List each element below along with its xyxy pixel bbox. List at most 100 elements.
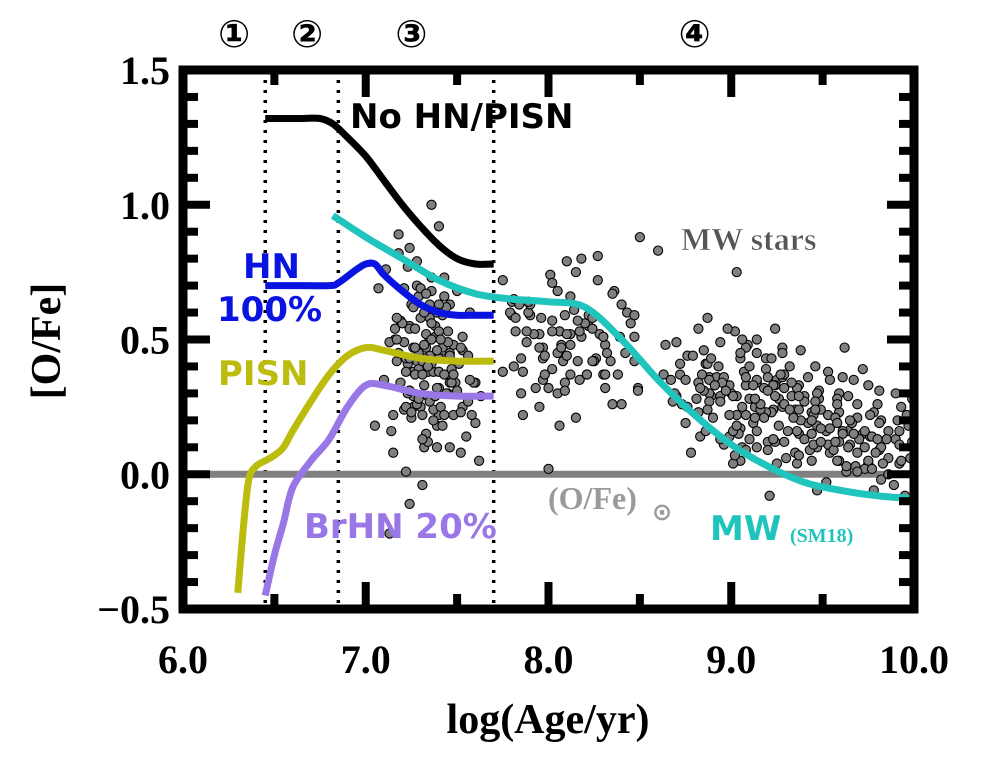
series-label-brhn: BrHN 20%: [304, 507, 497, 547]
star-point: [572, 315, 583, 326]
y-tick-label: 1.0: [120, 183, 170, 228]
star-point: [612, 369, 624, 380]
star-point: [409, 342, 421, 353]
star-point: [784, 404, 795, 415]
star-point: [404, 498, 415, 510]
star-point: [875, 474, 887, 485]
x-tick-label: 8.0: [524, 637, 574, 682]
star-point: [722, 323, 733, 334]
star-point: [660, 339, 671, 351]
star-point: [859, 442, 870, 453]
star-point: [570, 266, 582, 278]
star-point: [587, 323, 598, 334]
star-point: [793, 404, 805, 415]
star-point: [751, 334, 762, 345]
star-point: [872, 434, 883, 445]
star-point: [417, 434, 428, 445]
star-point: [731, 420, 742, 431]
star-point: [417, 409, 428, 421]
star-point: [607, 399, 618, 410]
star-point: [461, 431, 472, 442]
star-point: [665, 374, 677, 386]
star-point: [419, 339, 430, 351]
star-point: [715, 337, 726, 348]
star-point: [749, 393, 761, 404]
star-point: [839, 342, 850, 353]
star-point: [444, 442, 455, 453]
star-point: [748, 380, 759, 391]
star-point: [888, 479, 900, 491]
star-point: [890, 388, 901, 399]
star-point: [565, 339, 576, 351]
star-point: [534, 342, 545, 353]
star-point: [779, 436, 790, 448]
star-point: [786, 377, 797, 388]
series-label-hn-percent: 100%: [217, 290, 322, 330]
star-point: [715, 396, 726, 407]
star-point: [793, 390, 805, 402]
star-point: [547, 277, 558, 289]
star-point: [517, 409, 529, 421]
axis-tick-labels: 6.0 7.0 8.0 9.0 10.0 1.5 1.0 0.5 0.0 −0.5: [97, 48, 949, 682]
star-point: [799, 434, 810, 445]
star-point: [530, 382, 541, 394]
star-point: [439, 409, 450, 421]
star-point: [543, 463, 554, 475]
star-point: [536, 312, 547, 324]
star-point: [806, 428, 817, 439]
star-point: [674, 358, 686, 369]
star-point: [592, 250, 603, 262]
star-point: [534, 401, 545, 413]
star-point: [769, 323, 781, 334]
star-point: [832, 455, 843, 466]
series-label-mw-sub: (SM18): [790, 525, 853, 547]
curve-mw: [330, 212, 915, 502]
star-point: [629, 331, 640, 342]
star-point: [455, 407, 466, 418]
star-point: [764, 490, 775, 501]
star-point: [658, 369, 669, 380]
star-point: [388, 447, 399, 458]
star-point: [864, 409, 876, 421]
phase-label-1: ①: [218, 12, 250, 56]
star-point: [691, 393, 702, 404]
star-point: [740, 372, 752, 383]
star-point: [539, 369, 550, 380]
scatter-label: MW stars: [681, 221, 816, 257]
star-point: [709, 380, 720, 391]
star-point: [417, 479, 428, 491]
star-point: [737, 334, 748, 345]
star-point: [391, 312, 402, 324]
star-point: [857, 363, 868, 375]
star-point: [687, 350, 699, 361]
curve-hn: [265, 259, 494, 319]
star-point: [695, 382, 706, 394]
star-point: [400, 466, 412, 477]
star-point: [702, 312, 713, 324]
star-point: [758, 412, 770, 423]
star-point: [556, 342, 567, 353]
y-tick-label: 1.5: [120, 48, 170, 93]
star-point: [802, 372, 814, 383]
star-point: [426, 318, 437, 329]
star-point: [815, 436, 826, 448]
star-point: [762, 444, 773, 456]
star-point: [439, 369, 450, 380]
star-point: [457, 331, 468, 342]
star-point: [428, 415, 439, 426]
star-point: [455, 342, 466, 353]
axis-ticks: [179, 66, 918, 613]
star-point: [751, 425, 762, 437]
star-point: [685, 447, 697, 458]
star-point: [616, 399, 627, 410]
star-point: [373, 283, 384, 294]
star-point: [607, 288, 618, 299]
star-point: [810, 404, 821, 415]
star-point: [896, 455, 907, 466]
star-point: [768, 434, 779, 445]
star-point: [521, 326, 532, 337]
series-label-mw: MW: [710, 509, 781, 549]
star-point: [775, 369, 786, 380]
star-point: [735, 347, 746, 359]
star-point: [749, 412, 761, 423]
